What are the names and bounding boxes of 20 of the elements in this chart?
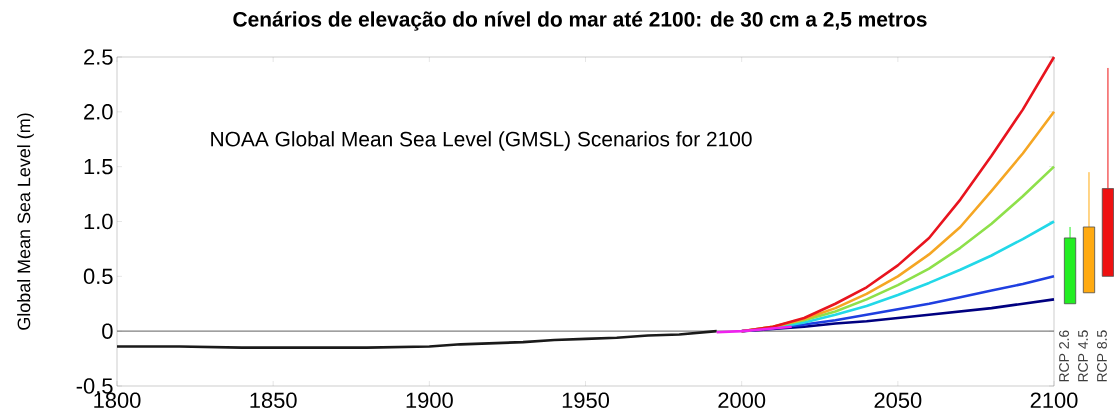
x-tick-label: 2100 [1030,392,1078,409]
x-tick-label: 1900 [406,392,453,409]
chart-title: Cenários de elevação do nível do mar até 2100: de 30 cm a 2,5 metros [233,11,927,31]
annotation: NOAA Global Mean Sea Level (GMSL) Scenarios for 2100 [211,131,752,151]
y-tick-label: -0.5 [76,378,113,394]
x-tick-label: RCP 8.5 [1097,330,1107,382]
y-tick-label: 0.5 [83,268,113,285]
y-tick-label: 2.0 [84,104,113,120]
y-tick-label: 0 [102,323,113,339]
x-tick-label: 1850 [250,392,297,409]
y-tick-label: 1.5 [84,159,113,175]
x-tick-label: 1950 [562,392,610,409]
y-tick-label: 2.5 [84,49,113,65]
x-tick-label: RCP 4.5 [1078,330,1088,382]
y-axis-title: Global Mean Sea Level (m) [17,113,34,330]
x-tick-label: RCP 2.6 [1059,330,1069,382]
x-tick-label: 2050 [874,392,922,409]
y-tick-label: 1.0 [84,213,113,230]
x-tick-label: 1800 [94,392,141,409]
x-tick-label: 2000 [718,392,766,409]
